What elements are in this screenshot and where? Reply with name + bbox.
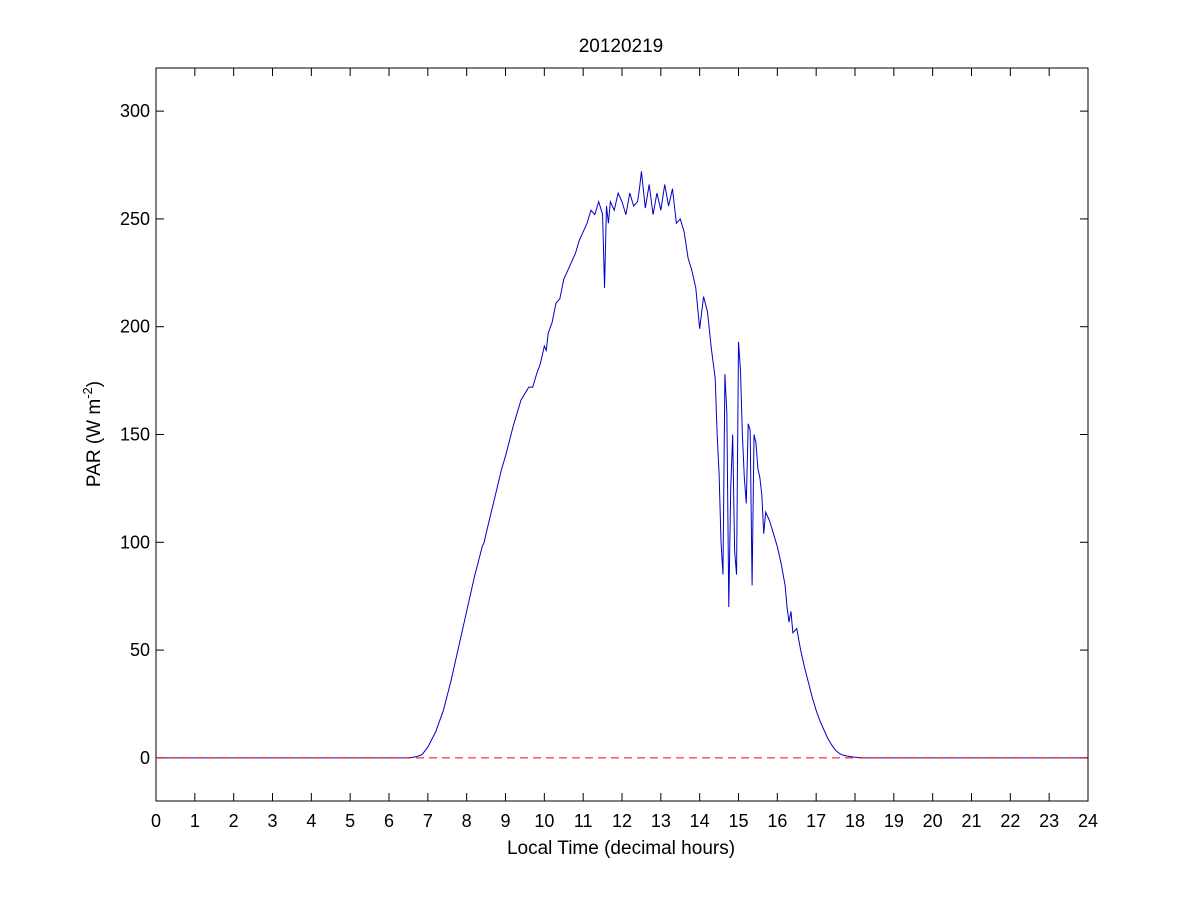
x-tick-label: 21 bbox=[961, 811, 981, 831]
x-tick-label: 23 bbox=[1039, 811, 1059, 831]
y-tick-label: 200 bbox=[120, 317, 150, 337]
y-tick-label: 0 bbox=[140, 748, 150, 768]
y-axis-label-main: PAR (W m bbox=[84, 399, 105, 487]
x-axis-label: Local Time (decimal hours) bbox=[507, 838, 735, 859]
x-tick-label: 5 bbox=[345, 811, 355, 831]
y-axis-label: PAR (W m-2) bbox=[80, 381, 105, 487]
x-tick-label: 4 bbox=[306, 811, 316, 831]
x-tick-label: 11 bbox=[574, 811, 593, 831]
x-tick-label: 15 bbox=[728, 811, 748, 831]
y-tick-label: 50 bbox=[130, 640, 150, 660]
x-tick-label: 2 bbox=[229, 811, 239, 831]
y-tick-label: 250 bbox=[120, 209, 150, 229]
x-tick-label: 18 bbox=[845, 811, 865, 831]
x-tick-label: 0 bbox=[151, 811, 161, 831]
x-tick-label: 13 bbox=[651, 811, 671, 831]
x-axis: 0 1 2 3 4 5 6 7 8 9 10 11 12 13 14 15 16 17 18 19 20 21 22 23 24 bbox=[151, 68, 1098, 831]
y-tick-label: 100 bbox=[120, 532, 150, 552]
y-tick-label: 150 bbox=[120, 425, 150, 445]
x-tick-label: 1 bbox=[190, 811, 200, 831]
chart-title: 20120219 bbox=[579, 36, 664, 57]
x-tick-label: 10 bbox=[534, 811, 554, 831]
x-tick-label: 14 bbox=[690, 811, 710, 831]
y-axis-label-close: ) bbox=[84, 381, 105, 387]
y-axis: 0 50 100 150 200 250 300 bbox=[120, 101, 1088, 768]
series-layer bbox=[156, 171, 1088, 759]
x-tick-label: 22 bbox=[1000, 811, 1020, 831]
x-tick-label: 19 bbox=[884, 811, 904, 831]
x-tick-label: 17 bbox=[806, 811, 826, 831]
x-tick-label: 7 bbox=[423, 811, 433, 831]
x-tick-label: 3 bbox=[267, 811, 277, 831]
par-series-line bbox=[156, 171, 1088, 759]
x-tick-label: 24 bbox=[1078, 811, 1098, 831]
x-tick-label: 16 bbox=[767, 811, 787, 831]
x-tick-label: 8 bbox=[462, 811, 472, 831]
x-tick-label: 9 bbox=[500, 811, 510, 831]
x-tick-label: 6 bbox=[384, 811, 394, 831]
y-tick-label: 300 bbox=[120, 101, 150, 121]
plot-area bbox=[155, 67, 1089, 802]
x-tick-label: 20 bbox=[923, 811, 943, 831]
x-tick-label: 12 bbox=[612, 811, 632, 831]
y-axis-label-superscript: -2 bbox=[80, 387, 95, 399]
